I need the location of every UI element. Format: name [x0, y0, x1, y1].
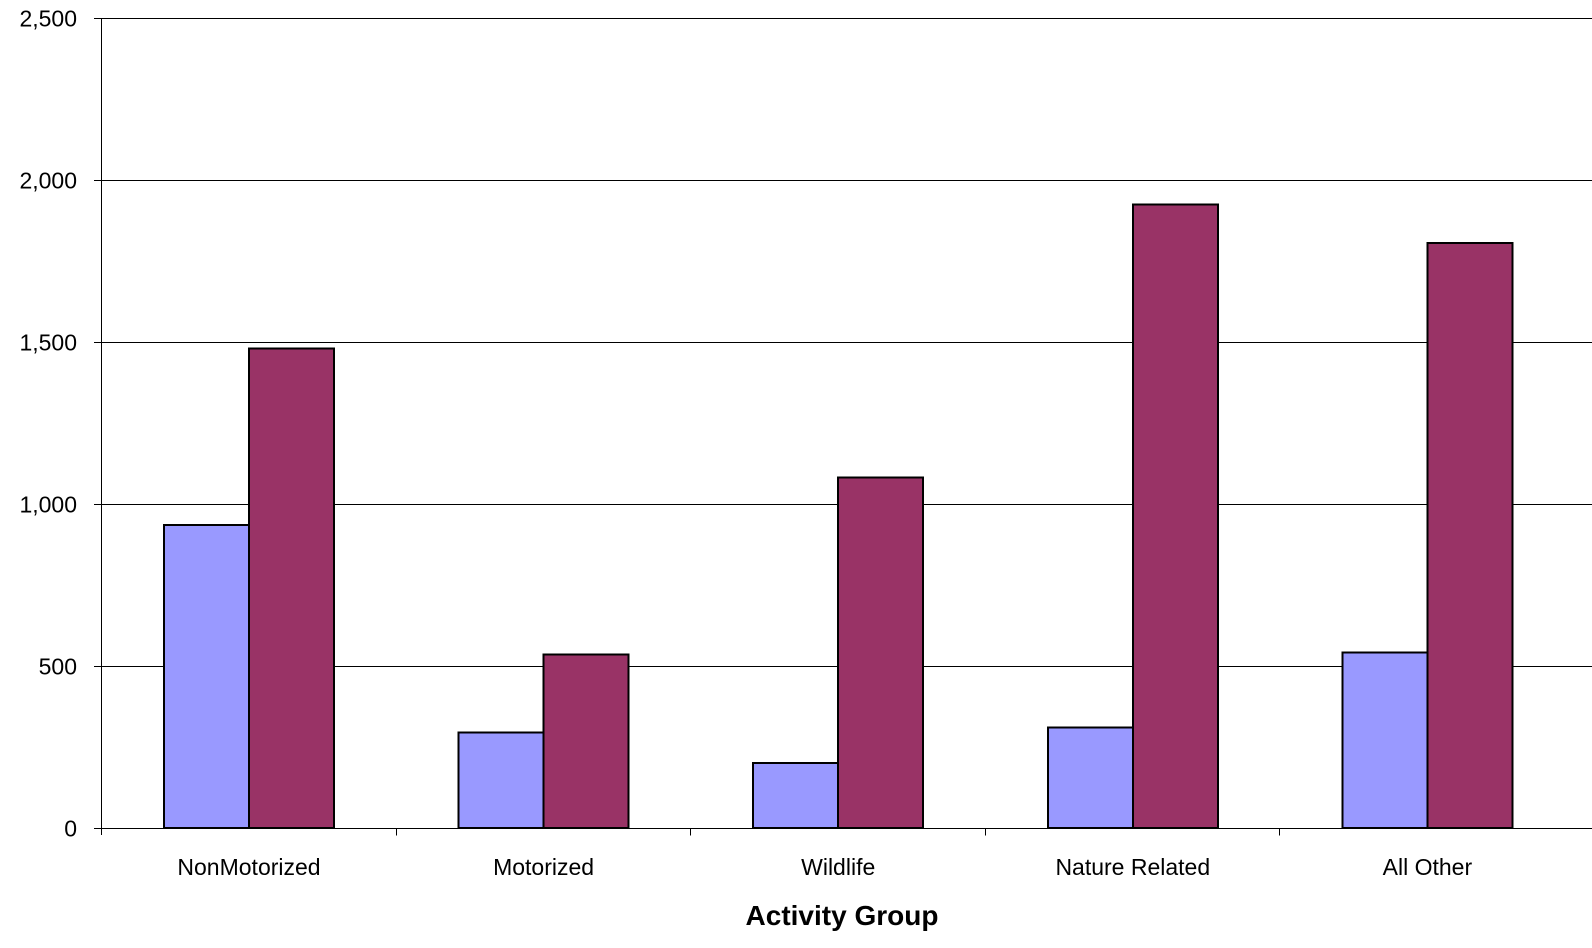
x-axis-title: Activity Group — [746, 900, 939, 931]
bars — [163, 203, 1514, 830]
y-tick-label: 1,000 — [19, 492, 77, 518]
y-tick-label: 2,000 — [19, 168, 77, 194]
bar-nonmotorized-series-2 — [248, 347, 335, 829]
bar-motorized-series-1 — [457, 731, 545, 829]
bar-all-other-series-2 — [1426, 242, 1514, 829]
ticks — [94, 18, 1280, 836]
axes — [101, 18, 1592, 835]
bar-nature-related-series-1 — [1046, 726, 1134, 829]
y-tick-label: 1,500 — [19, 330, 77, 356]
bar-all-other-series-1 — [1341, 651, 1429, 830]
x-category-label: Motorized — [493, 854, 594, 880]
bar-wildlife-series-2 — [837, 476, 925, 829]
x-category-label: NonMotorized — [177, 854, 320, 880]
bar-nature-related-series-2 — [1131, 203, 1219, 830]
bar-nonmotorized-series-1 — [163, 524, 250, 829]
bar-motorized-series-2 — [542, 653, 630, 829]
x-category-label: Wildlife — [801, 854, 875, 880]
tick-labels: 0 500 1,000 1,500 2,000 2,500 NonMotorized Moto… — [19, 6, 1472, 881]
y-tick-label: 0 — [64, 816, 77, 842]
y-tick-label: 500 — [39, 654, 77, 680]
x-category-label: All Other — [1383, 854, 1473, 880]
y-tick-label: 2,500 — [19, 6, 77, 32]
bar-wildlife-series-1 — [752, 762, 840, 830]
x-category-label: Nature Related — [1055, 854, 1210, 880]
